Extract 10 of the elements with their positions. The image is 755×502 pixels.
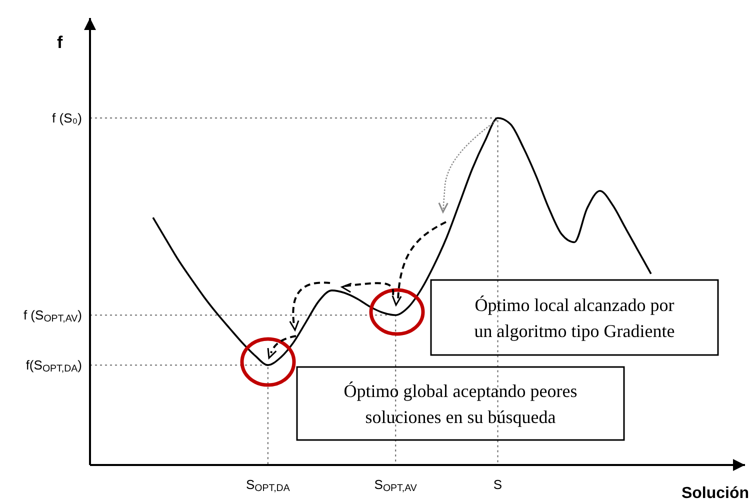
annotation: Óptimo local alcanzado por un algoritmo tipo Gradiente [474,294,675,341]
ref-line-label: f(S$_{OPT,DA}$) [26,358,82,375]
x-tick-label: S [493,477,502,492]
ref-line-label: f (S$_{OPT,AV}$) [23,308,82,325]
text: f [57,33,63,52]
x-axis-title: Solución [681,485,749,502]
ref-line-label: f (S₀) [52,110,82,126]
annotation: Óptimo global aceptando peores soluciones en su búsqueda [344,380,578,427]
x-tick-label: S$_{OPT,AV}$ [374,477,418,494]
x-tick-label: S$_{OPT,DA}$ [246,477,290,494]
